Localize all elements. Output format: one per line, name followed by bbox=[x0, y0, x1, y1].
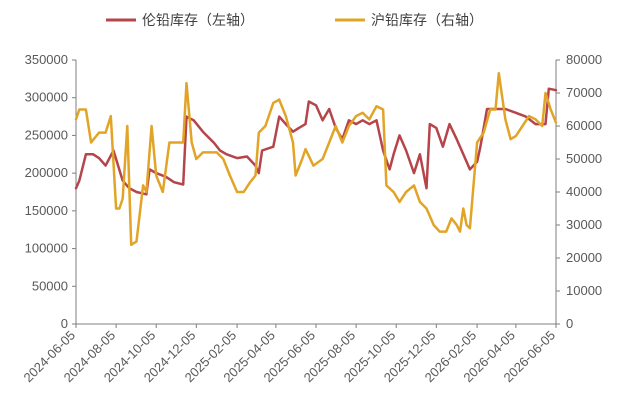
legend-item-shfe: 沪铅库存（右轴） bbox=[335, 13, 483, 29]
y-left-tick-label: 350000 bbox=[25, 52, 68, 67]
y-left-tick-label: 250000 bbox=[25, 127, 68, 142]
y-left-tick-label: 150000 bbox=[25, 203, 68, 218]
legend-label-shfe: 沪铅库存（右轴） bbox=[371, 13, 483, 29]
y-left-tick-label: 200000 bbox=[25, 165, 68, 180]
y-right-tick-label: 70000 bbox=[566, 85, 602, 100]
y-left-tick-label: 0 bbox=[61, 316, 68, 331]
y-right-tick-label: 0 bbox=[566, 316, 573, 331]
legend-label-lme: 伦铅库存（左轴） bbox=[142, 13, 254, 29]
series-line-shfe-lead-inventory bbox=[74, 71, 558, 247]
y-right-tick-label: 30000 bbox=[566, 217, 602, 232]
y-left-tick-label: 100000 bbox=[25, 241, 68, 256]
y-left-tick-label: 50000 bbox=[32, 278, 68, 293]
legend-item-lme: 伦铅库存（左轴） bbox=[106, 13, 254, 29]
y-right-tick-label: 10000 bbox=[566, 283, 602, 298]
y-right-tick-label: 80000 bbox=[566, 52, 602, 67]
y-right-tick-label: 60000 bbox=[566, 118, 602, 133]
y-right-tick-label: 40000 bbox=[566, 184, 602, 199]
y-right-tick-label: 20000 bbox=[566, 250, 602, 265]
legend: 伦铅库存（左轴） 沪铅库存（右轴） bbox=[106, 13, 483, 29]
y-left-tick-label: 300000 bbox=[25, 90, 68, 105]
series-layer bbox=[74, 71, 558, 247]
y-right-tick-label: 50000 bbox=[566, 151, 602, 166]
